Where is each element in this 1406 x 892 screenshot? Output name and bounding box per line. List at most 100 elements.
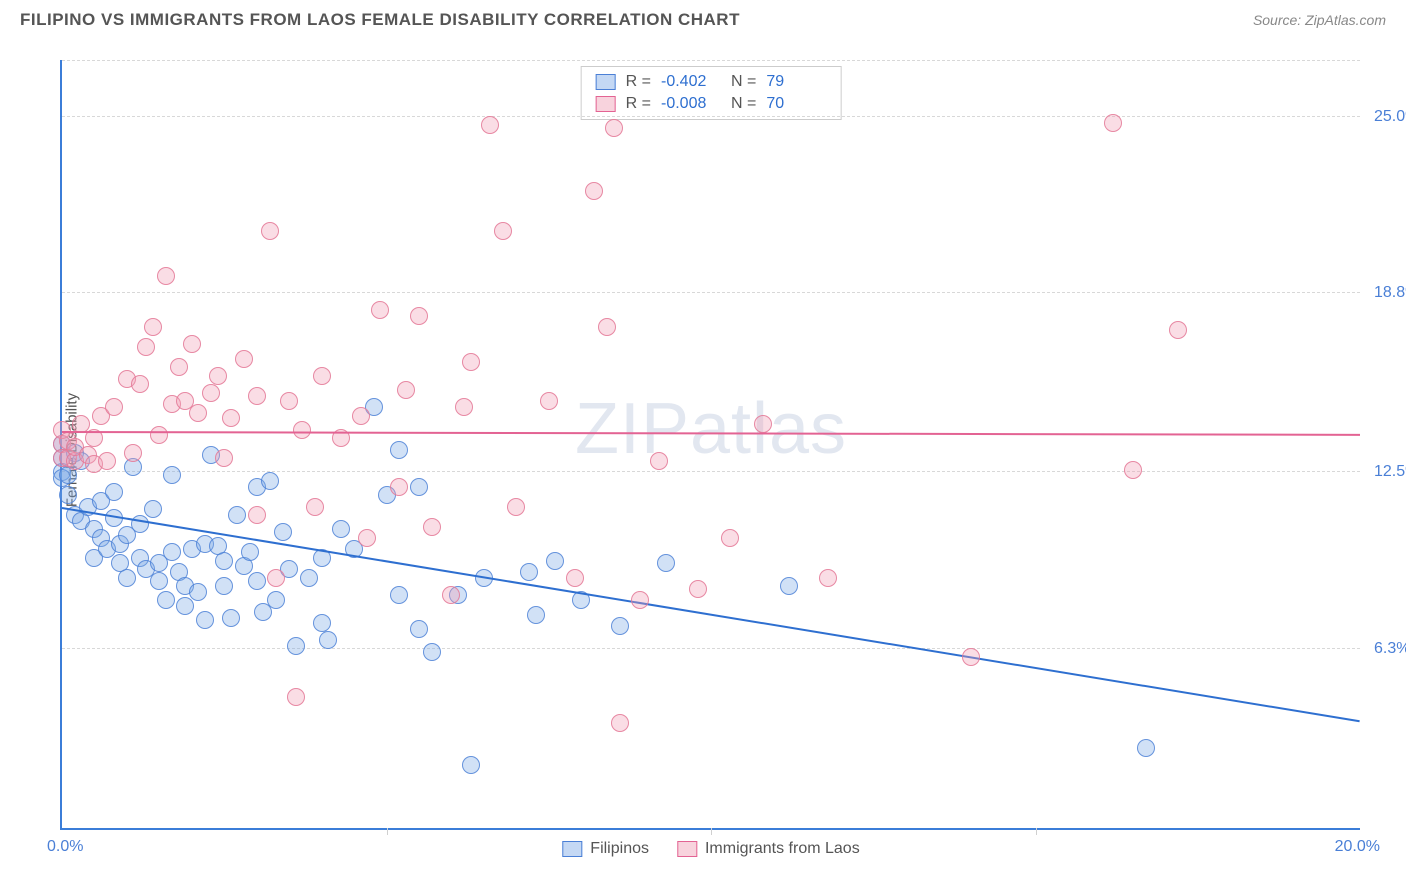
data-point — [689, 580, 707, 598]
gridline: 18.8% — [62, 292, 1360, 293]
data-point — [241, 543, 259, 561]
x-tick — [1036, 828, 1037, 835]
gridline — [62, 60, 1360, 61]
data-point — [248, 572, 266, 590]
data-point — [209, 367, 227, 385]
data-point — [598, 318, 616, 336]
data-point — [611, 714, 629, 732]
data-point — [98, 452, 116, 470]
data-point — [183, 335, 201, 353]
source-label: Source: — [1253, 12, 1305, 28]
data-point — [196, 611, 214, 629]
data-point — [300, 569, 318, 587]
legend-label-b: Immigrants from Laos — [705, 840, 860, 858]
data-point — [267, 569, 285, 587]
data-point — [819, 569, 837, 587]
legend-row-a: R = -0.402 N = 79 — [596, 71, 827, 93]
x-tick — [711, 828, 712, 835]
data-point — [507, 498, 525, 516]
gridline: 6.3% — [62, 648, 1360, 649]
data-point — [410, 307, 428, 325]
data-point — [410, 478, 428, 496]
data-point — [650, 452, 668, 470]
x-axis-max: 20.0% — [1335, 838, 1380, 856]
watermark: ZIPatlas — [575, 388, 847, 470]
swatch-filipinos-icon — [562, 841, 582, 857]
data-point — [721, 529, 739, 547]
data-point — [157, 267, 175, 285]
data-point — [520, 563, 538, 581]
n-label: N = — [731, 95, 756, 113]
data-point — [546, 552, 564, 570]
data-point — [274, 523, 292, 541]
legend-item-filipinos: Filipinos — [562, 840, 649, 858]
data-point — [397, 381, 415, 399]
data-point — [157, 591, 175, 609]
r-value-a: -0.402 — [661, 73, 721, 91]
data-point — [215, 449, 233, 467]
data-point — [131, 375, 149, 393]
r-value-b: -0.008 — [661, 95, 721, 113]
swatch-laos-icon — [677, 841, 697, 857]
data-point — [1124, 461, 1142, 479]
data-point — [390, 586, 408, 604]
y-tick-label: 25.0% — [1374, 108, 1406, 126]
plot-area: ZIPatlas R = -0.402 N = 79 R = -0.008 N … — [60, 60, 1360, 830]
data-point — [163, 466, 181, 484]
data-point — [228, 506, 246, 524]
swatch-filipinos-icon — [596, 74, 616, 90]
data-point — [163, 543, 181, 561]
data-point — [248, 506, 266, 524]
data-point — [261, 222, 279, 240]
y-tick-label: 18.8% — [1374, 284, 1406, 302]
data-point — [215, 577, 233, 595]
data-point — [371, 301, 389, 319]
data-point — [423, 643, 441, 661]
data-point — [566, 569, 584, 587]
data-point — [462, 353, 480, 371]
data-point — [215, 552, 233, 570]
data-point — [306, 498, 324, 516]
data-point — [267, 591, 285, 609]
source-name: ZipAtlas.com — [1305, 12, 1386, 28]
data-point — [222, 409, 240, 427]
data-point — [754, 415, 772, 433]
data-point — [410, 620, 428, 638]
data-point — [442, 586, 460, 604]
data-point — [150, 426, 168, 444]
data-point — [657, 554, 675, 572]
data-point — [527, 606, 545, 624]
r-label: R = — [626, 95, 651, 113]
data-point — [332, 520, 350, 538]
chart-title: FILIPINO VS IMMIGRANTS FROM LAOS FEMALE … — [20, 10, 740, 30]
chart-header: FILIPINO VS IMMIGRANTS FROM LAOS FEMALE … — [0, 0, 1406, 38]
data-point — [189, 404, 207, 422]
data-point — [105, 398, 123, 416]
n-value-a: 79 — [766, 73, 826, 91]
data-point — [287, 637, 305, 655]
data-point — [235, 350, 253, 368]
data-point — [1104, 114, 1122, 132]
x-axis-min: 0.0% — [47, 838, 83, 856]
data-point — [144, 318, 162, 336]
data-point — [631, 591, 649, 609]
data-point — [780, 577, 798, 595]
legend-statistics: R = -0.402 N = 79 R = -0.008 N = 70 — [581, 66, 842, 120]
legend-series: Filipinos Immigrants from Laos — [562, 840, 859, 858]
data-point — [585, 182, 603, 200]
y-tick-label: 12.5% — [1374, 463, 1406, 481]
data-point — [313, 614, 331, 632]
data-point — [358, 529, 376, 547]
data-point — [611, 617, 629, 635]
data-point — [261, 472, 279, 490]
r-label: R = — [626, 73, 651, 91]
swatch-laos-icon — [596, 96, 616, 112]
gridline: 12.5% — [62, 471, 1360, 472]
data-point — [455, 398, 473, 416]
data-point — [494, 222, 512, 240]
data-point — [222, 609, 240, 627]
data-point — [390, 478, 408, 496]
data-point — [170, 358, 188, 376]
data-point — [962, 648, 980, 666]
data-point — [390, 441, 408, 459]
